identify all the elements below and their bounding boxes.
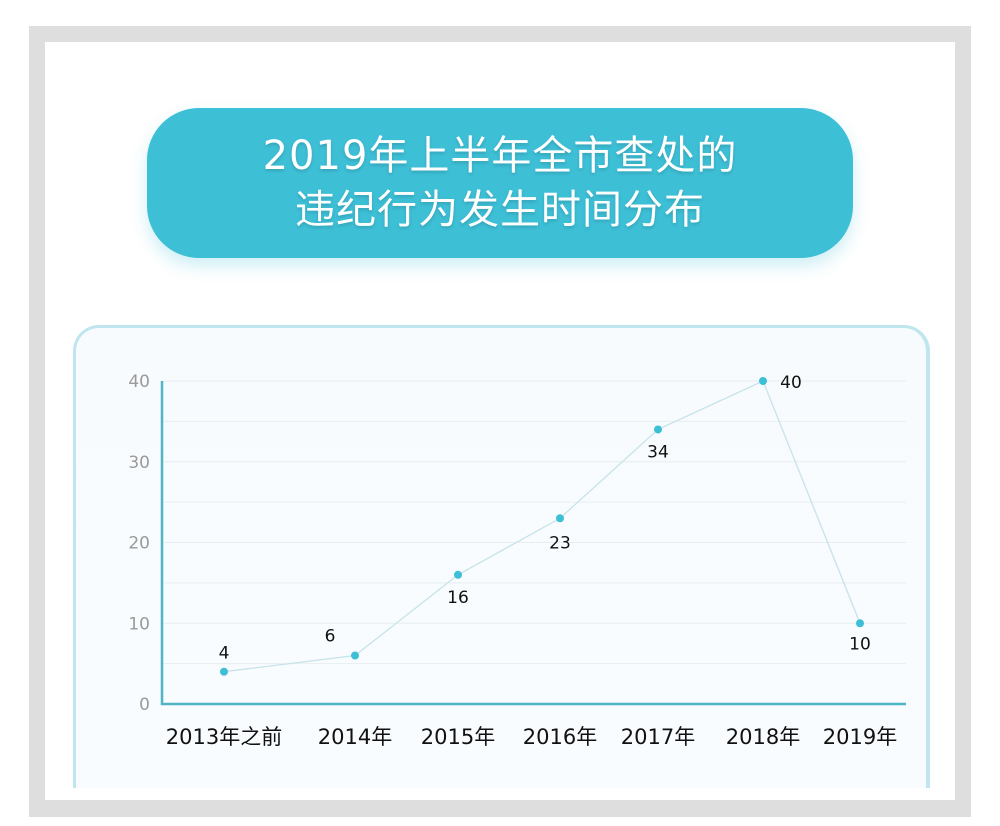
data-label: 23 [549,533,571,553]
title-line-1: 2019年上半年全市查处的 [262,133,738,179]
y-tick-label: 10 [128,614,150,634]
chart-panel [73,325,930,788]
data-point [856,619,864,628]
y-tick-label: 0 [139,695,150,715]
data-label: 16 [447,588,469,608]
y-tick-label: 30 [128,453,150,473]
data-line [223,380,861,673]
data-label: 6 [325,627,336,647]
data-point [556,514,564,523]
data-point [759,377,767,385]
x-tick-label: 2018年 [726,725,800,749]
x-tick-label: 2016年 [523,725,597,749]
data-point [351,651,359,660]
x-tick-label: 2019年 [823,725,897,749]
title-banner: 2019年上半年全市查处的 违纪行为发生时间分布 [147,108,853,258]
data-point [454,570,462,579]
x-tick-label: 2013年之前 [166,725,282,749]
data-label: 4 [219,644,230,664]
data-point [220,667,228,676]
x-tick-label: 2017年 [621,725,695,749]
x-tick-label: 2015年 [421,725,495,749]
title-line-2: 违纪行为发生时间分布 [295,187,705,233]
y-tick-label: 40 [128,372,150,392]
x-tick-label: 2014年 [318,725,392,749]
y-tick-label: 20 [128,534,150,554]
data-label: 40 [780,373,802,393]
data-label: 34 [647,442,669,462]
data-label: 10 [849,634,871,654]
data-point [654,425,662,434]
